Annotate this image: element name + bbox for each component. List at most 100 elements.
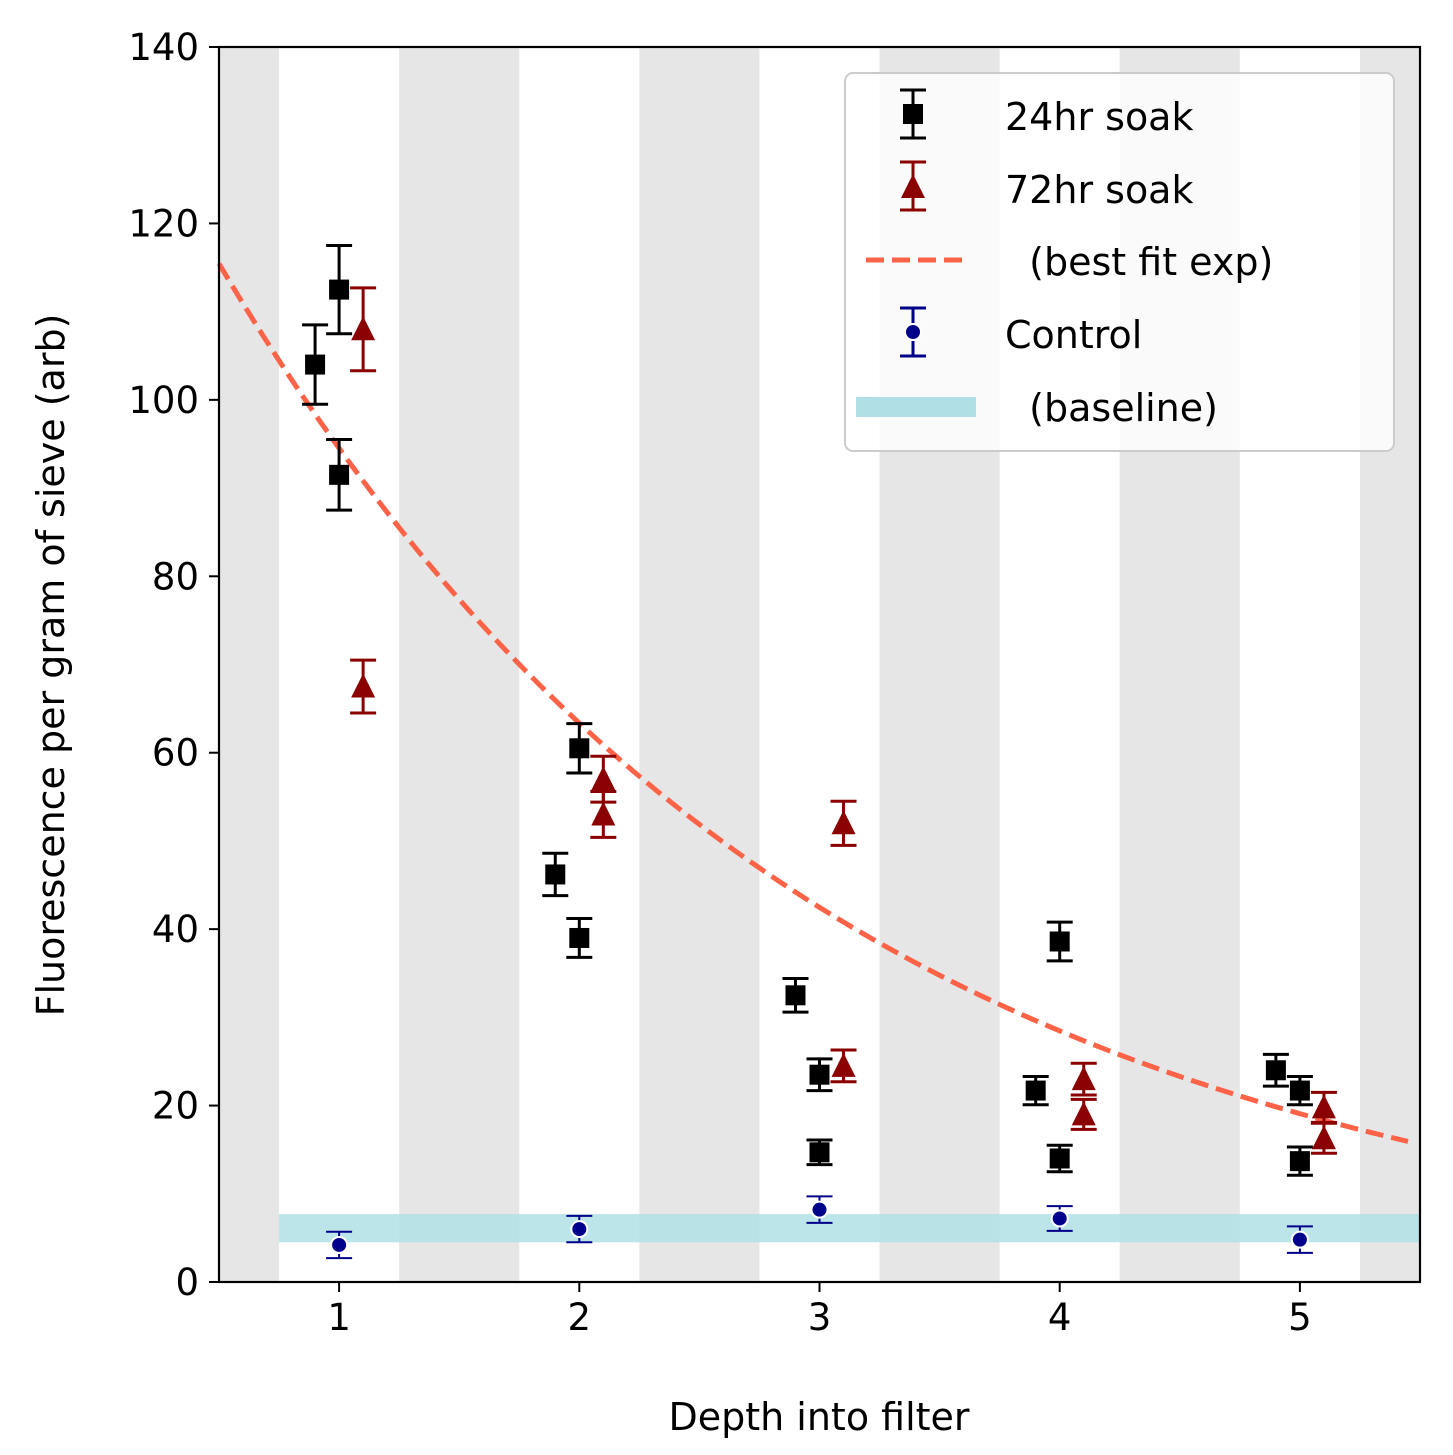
24hr-soak-marker (1265, 1060, 1286, 1081)
legend-fit-label: (best fit exp) (1005, 240, 1273, 284)
24hr-soak-marker (1025, 1080, 1046, 1101)
24hr-soak-marker (1049, 1148, 1070, 1169)
24hr-soak-point-2 (326, 438, 353, 512)
72hr-soak-marker (831, 810, 856, 835)
legend-control-label: Control (1005, 313, 1142, 357)
72hr-soak-marker (1311, 1125, 1336, 1150)
72hr-soak-point-3 (590, 790, 617, 839)
x-tick-label: 1 (327, 1296, 351, 1339)
24hr-soak-point-3 (542, 851, 569, 898)
background-band-0 (219, 47, 280, 1282)
fit-curve (216, 262, 1409, 1144)
control-point-1 (566, 1214, 593, 1244)
control-marker (1050, 1209, 1069, 1228)
y-tick-label: 20 (152, 1085, 199, 1128)
y-tick-label: 140 (128, 26, 199, 69)
72hr-soak-point-0 (350, 286, 377, 373)
legend-control-marker (904, 323, 922, 341)
y-tick-label: 40 (152, 908, 199, 951)
24hr-soak-marker (785, 985, 806, 1006)
24hr-soak-point-6 (782, 977, 809, 1014)
baseline-band (279, 1214, 1420, 1243)
control-marker (570, 1220, 589, 1239)
series-control (326, 1195, 1313, 1260)
24hr-soak-point-0 (302, 323, 329, 406)
legend-72hr-marker (901, 174, 925, 198)
72hr-soak-marker (351, 316, 376, 341)
24hr-soak-point-8 (806, 1138, 833, 1167)
24hr-soak-marker (1289, 1151, 1310, 1172)
control-point-4 (1286, 1225, 1313, 1254)
y-tick-label: 0 (175, 1261, 199, 1304)
72hr-soak-marker (591, 766, 616, 791)
x-tick-label: 3 (808, 1296, 832, 1339)
24hr-soak-marker (569, 738, 590, 759)
72hr-soak-point-9 (1310, 1121, 1337, 1155)
72hr-soak-point-6 (1070, 1061, 1097, 1097)
legend-72hr-label: 72hr soak (1005, 168, 1193, 212)
24hr-soak-point-11 (1046, 1143, 1073, 1174)
y-tick-label: 120 (128, 202, 199, 245)
24hr-soak-marker (305, 354, 326, 375)
legend-24hr-label: 24hr soak (1005, 95, 1193, 139)
24hr-soak-point-10 (1046, 920, 1073, 963)
background-band-2 (639, 47, 760, 1282)
y-tick-label: 60 (152, 732, 199, 775)
24hr-soak-marker (569, 927, 590, 948)
72hr-soak-point-5 (830, 1048, 857, 1084)
72hr-soak-marker (1311, 1094, 1336, 1119)
legend-entry-24hr: 24hr soak (900, 88, 1193, 140)
24hr-soak-marker (1289, 1080, 1310, 1101)
control-marker (1290, 1230, 1309, 1249)
24hr-soak-point-13 (1286, 1074, 1313, 1107)
control-point-0 (326, 1230, 353, 1260)
legend: 24hr soak 72hr soak (best fit exp) Contr… (844, 72, 1395, 452)
72hr-soak-point-4 (830, 799, 857, 847)
control-marker (810, 1200, 829, 1219)
72hr-soak-marker (831, 1052, 856, 1077)
72hr-soak-marker (591, 801, 616, 826)
x-axis-label: Depth into filter (668, 1395, 969, 1439)
y-tick-label: 80 (152, 555, 199, 598)
control-point-2 (806, 1195, 833, 1224)
legend-entry-baseline: (baseline) (856, 386, 1218, 430)
y-axis-ticks: 0 20 40 60 80 100 120 140 (128, 26, 219, 1304)
legend-baseline-swatch (856, 397, 976, 417)
24hr-soak-point-14 (1286, 1145, 1313, 1177)
series-72hr-soak (350, 286, 1337, 1155)
24hr-soak-point-12 (1262, 1052, 1289, 1088)
control-point-3 (1046, 1205, 1073, 1232)
72hr-soak-marker (351, 673, 376, 698)
24hr-soak-point-9 (1022, 1074, 1049, 1107)
x-axis-ticks: 1 2 3 4 5 (327, 1282, 1312, 1339)
24hr-soak-point-7 (806, 1057, 833, 1093)
24hr-soak-marker (809, 1064, 830, 1085)
24hr-soak-marker (809, 1142, 830, 1163)
72hr-soak-point-1 (350, 658, 377, 715)
baseline-rect (279, 1214, 1420, 1243)
legend-entry-control: Control (900, 306, 1142, 358)
x-tick-label: 2 (568, 1296, 592, 1339)
control-marker (330, 1235, 349, 1254)
x-tick-label: 4 (1048, 1296, 1072, 1339)
24hr-soak-point-4 (566, 722, 593, 775)
24hr-soak-point-1 (326, 243, 353, 336)
y-axis-label: Fluorescence per gram of sieve (arb) (29, 314, 73, 1017)
legend-box (844, 72, 1395, 452)
y-tick-label: 100 (128, 379, 199, 422)
series-24hr-soak (302, 243, 1313, 1177)
legend-entry-fit: (best fit exp) (866, 240, 1273, 284)
fit-curve-layer (216, 262, 1409, 1144)
24hr-soak-marker (1049, 931, 1070, 952)
24hr-soak-marker (545, 864, 566, 885)
background-band-1 (399, 47, 520, 1282)
legend-entry-72hr: 72hr soak (900, 160, 1193, 212)
72hr-soak-point-7 (1070, 1097, 1097, 1131)
72hr-soak-marker (1071, 1101, 1096, 1126)
72hr-soak-marker (1071, 1066, 1096, 1091)
24hr-soak-marker (329, 464, 350, 485)
background-bands (219, 47, 1420, 1282)
legend-baseline-label: (baseline) (1005, 386, 1218, 430)
x-tick-label: 5 (1288, 1296, 1312, 1339)
